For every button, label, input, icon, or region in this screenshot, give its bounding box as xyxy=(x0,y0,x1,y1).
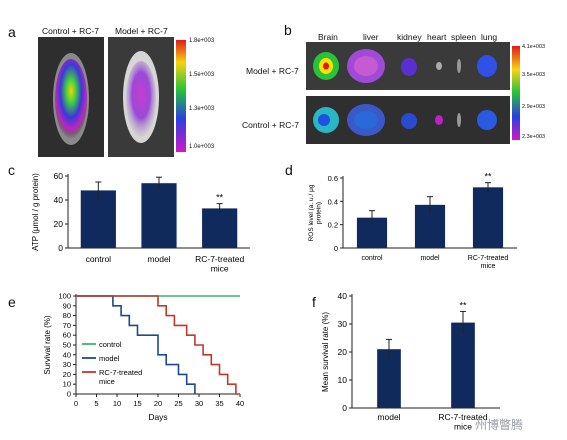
panel-letter-e: e xyxy=(8,294,16,310)
x-tick-label: control xyxy=(361,255,382,262)
legend-label: RC-7-treated mice xyxy=(99,368,142,386)
panel-b-organ-liver: liver xyxy=(363,32,379,42)
y-tick-label: 10 xyxy=(63,380,71,389)
panel-b-colorbar-tick-2: 3.5e+003 xyxy=(522,72,546,78)
legend-label: model xyxy=(99,354,120,363)
y-tick-label: 30 xyxy=(63,360,71,369)
panel-b-colorbar-tick-1: 4.1e+003 xyxy=(522,44,546,50)
panel-letter-c: c xyxy=(8,162,15,178)
y-tick-label: 20 xyxy=(338,347,348,357)
significance-marker: ** xyxy=(484,172,492,182)
series-line xyxy=(76,295,240,395)
chart-f: 0 10 20 30 40 Mean survival rate (%) model RC-7… xyxy=(321,291,500,432)
y-axis-label: Mean survival rate (%) xyxy=(321,312,330,392)
panel-letter-f: f xyxy=(312,294,316,310)
panel-b-organ-lung: lung xyxy=(481,32,498,42)
y-tick-label: 0.2 xyxy=(328,221,338,230)
x-tick-label: RC-7-treated mice xyxy=(195,254,244,274)
x-tick-label: 40 xyxy=(236,399,244,408)
y-tick-label: 50 xyxy=(63,341,71,350)
watermark: 州博瞥腾 xyxy=(475,418,524,432)
bar xyxy=(202,208,238,248)
panel-b-colorbar-tick-4: 2.3e+003 xyxy=(522,134,546,140)
panel-b-colorbar xyxy=(512,46,520,140)
chart-d: 0 0.2 0.4 0.6 ROS level (a. u./ μgprotein) co… xyxy=(308,172,517,270)
panel-letter-b: b xyxy=(284,22,292,38)
y-tick-label: 0 xyxy=(334,244,338,253)
legend-label: control xyxy=(99,340,122,349)
y-tick-label: 80 xyxy=(63,311,71,320)
x-tick-label: control xyxy=(86,254,112,264)
y-tick-label: 20 xyxy=(63,370,71,379)
significance-marker: ** xyxy=(459,300,467,310)
x-tick-label: 25 xyxy=(174,399,182,408)
panel-a-mouse-images xyxy=(38,37,174,157)
y-tick-label: 70 xyxy=(63,321,71,330)
x-tick-label: 30 xyxy=(195,399,203,408)
bar xyxy=(141,183,177,248)
x-tick-label: RC-7-treated mice xyxy=(438,412,487,432)
y-tick-label: 10 xyxy=(338,375,348,385)
y-tick-label: 40 xyxy=(338,291,348,301)
bar xyxy=(472,187,504,248)
x-tick-label: 20 xyxy=(154,399,162,408)
y-tick-label: 0.4 xyxy=(328,197,338,206)
panel-a-colorbar-tick-1: 1.8e+003 xyxy=(189,38,215,44)
y-tick-label: 30 xyxy=(338,319,348,329)
chart-c: 0 20 40 60 ATP (μmol / g protein) control mode… xyxy=(31,171,250,274)
x-axis-label: Days xyxy=(148,412,167,422)
y-tick-label: 0 xyxy=(342,403,347,413)
x-tick-label: 10 xyxy=(113,399,121,408)
panel-b-organ-kidney: kidney xyxy=(397,32,422,42)
panel-a-colorbar xyxy=(176,40,186,152)
x-tick-label: model xyxy=(420,255,440,262)
series-line xyxy=(76,295,196,394)
y-axis-label: ATP (μmol / g protein) xyxy=(31,173,40,251)
y-tick-label: 60 xyxy=(54,171,64,181)
y-tick-label: 0 xyxy=(67,390,71,399)
panel-b-colorbar-tick-3: 2.9e+003 xyxy=(522,104,546,110)
panel-b-organ-brain: Brain xyxy=(318,32,338,42)
y-tick-label: 100 xyxy=(58,292,71,301)
panel-b-organ-images xyxy=(306,42,510,144)
y-tick-label: 40 xyxy=(63,350,71,359)
panel-a-colorbar-tick-4: 1.0e+003 xyxy=(189,144,215,150)
bar xyxy=(377,349,401,408)
panel-a-label-control: Control + RC-7 xyxy=(42,26,99,36)
panel-a-colorbar-tick-3: 1.3e+003 xyxy=(189,106,215,112)
y-axis-label: Survival rate (%) xyxy=(43,315,52,374)
panel-a-colorbar-tick-2: 1.5e+003 xyxy=(189,72,215,78)
panel-b-row-control: Control + RC-7 xyxy=(242,120,299,130)
y-tick-label: 0 xyxy=(58,243,63,253)
y-axis-label: ROS level (a. u./ μgprotein) xyxy=(308,184,323,241)
panel-b-organ-heart: heart xyxy=(427,32,447,42)
significance-marker: ** xyxy=(216,193,224,203)
panel-b-organ-spleen: spleen xyxy=(451,32,477,42)
y-tick-label: 40 xyxy=(54,195,64,205)
x-tick-label: model xyxy=(147,254,170,264)
x-tick-label: model xyxy=(377,412,400,422)
x-tick-label: 0 xyxy=(74,399,78,408)
panel-letter-a: a xyxy=(8,24,16,40)
y-tick-label: 20 xyxy=(54,219,64,229)
x-tick-label: RC-7-treated mice xyxy=(468,255,509,270)
x-tick-label: 5 xyxy=(94,399,98,408)
bar xyxy=(80,190,116,248)
y-tick-label: 90 xyxy=(63,301,71,310)
panel-a-label-model: Model + RC-7 xyxy=(115,26,168,36)
x-tick-label: 35 xyxy=(215,399,223,408)
y-tick-label: 0.6 xyxy=(328,174,338,183)
bar xyxy=(451,322,475,408)
y-tick-label: 60 xyxy=(63,331,71,340)
x-tick-label: 15 xyxy=(133,399,141,408)
panel-letter-d: d xyxy=(285,162,293,178)
panel-b-row-model: Model + RC-7 xyxy=(246,66,299,76)
